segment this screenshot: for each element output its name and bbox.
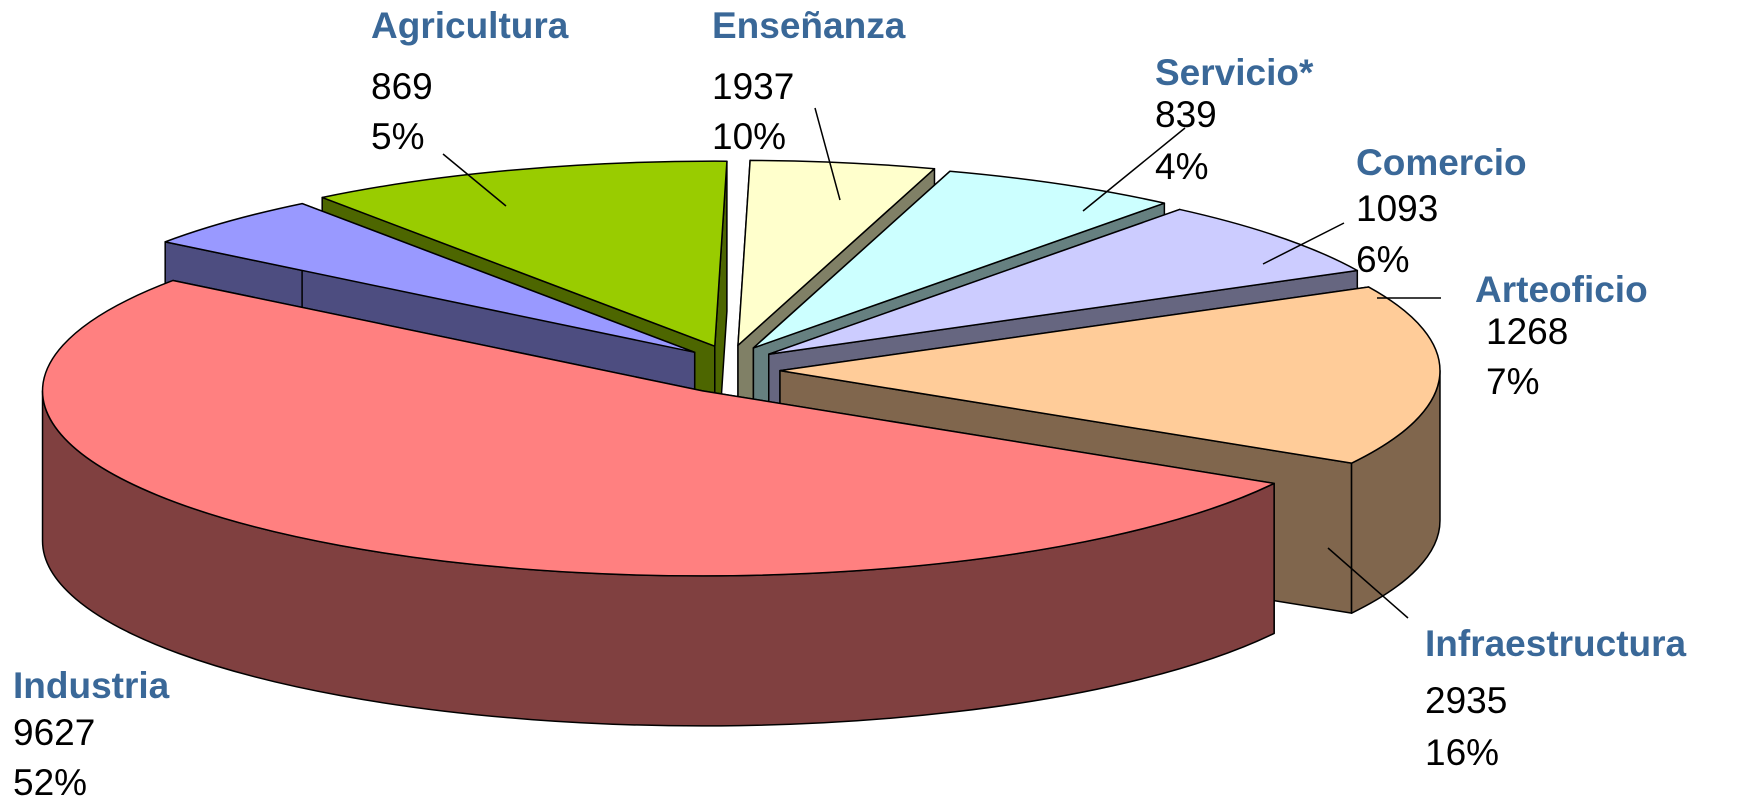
slice-name: Industria <box>13 665 170 706</box>
value-label: 2935 <box>1425 680 1507 721</box>
value-label: 9627 <box>13 712 95 753</box>
slice-name: Infraestructura <box>1425 623 1687 664</box>
leader-line <box>814 107 841 201</box>
slice-name: Arteoficio <box>1475 269 1648 310</box>
value-label: 839 <box>1155 94 1217 135</box>
slice <box>767 208 1359 355</box>
leader-line <box>1327 547 1409 619</box>
percent-label: 7% <box>1486 361 1539 402</box>
slice <box>164 202 696 354</box>
slice-name: Enseñanza <box>712 5 906 46</box>
percent-label: 52% <box>13 762 87 801</box>
slice-name: Agricultura <box>371 5 569 46</box>
slice <box>779 286 1441 464</box>
value-label: 1268 <box>1486 311 1568 352</box>
value-label: 1093 <box>1356 188 1438 229</box>
slice <box>752 170 1166 349</box>
value-label: 869 <box>371 66 433 107</box>
leader-line <box>1262 222 1345 265</box>
slice <box>41 279 1275 577</box>
percent-label: 5% <box>371 116 424 157</box>
percent-label: 4% <box>1155 146 1208 187</box>
slice <box>737 159 936 347</box>
leader-line <box>442 153 507 207</box>
pie <box>41 159 1441 727</box>
slice-name: Servicio* <box>1155 52 1314 93</box>
percent-label: 10% <box>712 116 786 157</box>
percent-label: 6% <box>1356 239 1409 280</box>
percent-label: 16% <box>1425 732 1499 773</box>
slice <box>321 160 728 347</box>
slice-name: Comercio <box>1356 142 1527 183</box>
leader-line <box>1082 127 1186 212</box>
value-label: 1937 <box>712 66 794 107</box>
